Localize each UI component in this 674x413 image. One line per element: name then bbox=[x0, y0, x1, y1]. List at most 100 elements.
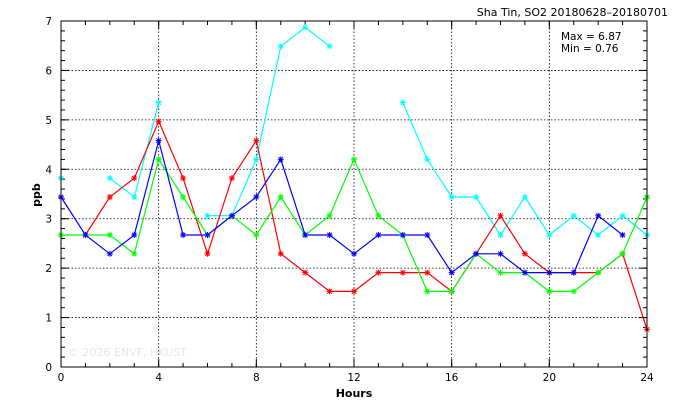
data-point bbox=[619, 212, 626, 219]
data-point bbox=[448, 288, 455, 295]
data-point bbox=[326, 212, 333, 219]
data-point bbox=[546, 288, 553, 295]
min-value-label: Min = 0.76 bbox=[561, 43, 619, 55]
x-tick-label: 8 bbox=[253, 372, 260, 384]
chart-title: Sha Tin, SO2 20180628–20180701 bbox=[477, 6, 668, 19]
data-point bbox=[448, 193, 455, 200]
series-line bbox=[84, 119, 648, 330]
x-tick-label: 0 bbox=[58, 372, 65, 384]
series-line bbox=[207, 26, 330, 217]
y-tick-label: 1 bbox=[45, 313, 52, 325]
series-2 bbox=[82, 118, 650, 333]
data-point bbox=[595, 212, 602, 219]
data-point bbox=[155, 137, 162, 144]
data-point bbox=[106, 193, 113, 200]
data-point bbox=[326, 288, 333, 295]
data-point bbox=[82, 232, 89, 239]
data-point bbox=[448, 269, 455, 276]
data-point bbox=[424, 156, 431, 163]
plot-area bbox=[58, 20, 650, 368]
data-point bbox=[277, 193, 284, 200]
data-point bbox=[131, 193, 138, 200]
y-tick-label: 0 bbox=[45, 362, 52, 374]
data-point bbox=[204, 232, 211, 239]
y-axis-label: ppb bbox=[30, 183, 43, 207]
data-point bbox=[424, 288, 431, 295]
data-point bbox=[302, 24, 309, 31]
data-point bbox=[155, 118, 162, 125]
x-tick-label: 20 bbox=[543, 372, 556, 384]
data-point bbox=[521, 250, 528, 257]
data-point bbox=[351, 156, 357, 163]
data-point bbox=[619, 250, 626, 257]
data-point bbox=[228, 175, 235, 182]
series-1 bbox=[58, 24, 650, 239]
y-tick-label: 5 bbox=[45, 115, 52, 127]
data-point bbox=[180, 193, 187, 200]
data-point bbox=[473, 193, 480, 200]
data-point bbox=[253, 137, 260, 144]
data-point bbox=[131, 232, 138, 239]
data-point bbox=[497, 232, 504, 239]
series-line bbox=[109, 102, 160, 199]
data-point bbox=[204, 250, 211, 257]
data-point bbox=[399, 269, 406, 276]
data-point bbox=[546, 232, 553, 239]
data-point bbox=[546, 269, 553, 276]
data-point bbox=[180, 175, 187, 182]
data-point bbox=[497, 212, 504, 219]
data-point bbox=[351, 250, 357, 257]
data-point bbox=[155, 156, 162, 163]
data-point bbox=[521, 269, 528, 276]
x-tick-label: 12 bbox=[347, 372, 360, 384]
data-point bbox=[106, 175, 113, 182]
data-point bbox=[375, 212, 382, 219]
data-point bbox=[277, 250, 284, 257]
data-point bbox=[326, 232, 333, 239]
series-line bbox=[402, 102, 648, 237]
watermark: © 2026 ENVF, HKUST bbox=[68, 346, 187, 359]
plot-frame bbox=[60, 20, 648, 368]
data-point bbox=[253, 232, 260, 239]
data-point bbox=[595, 269, 602, 276]
x-tick-label: 4 bbox=[155, 372, 162, 384]
x-tick-label: 24 bbox=[640, 372, 654, 384]
data-point bbox=[326, 43, 333, 50]
data-point bbox=[204, 212, 211, 219]
data-point bbox=[497, 269, 504, 276]
y-tick-label: 6 bbox=[45, 65, 52, 77]
data-point bbox=[375, 232, 382, 239]
data-point bbox=[570, 212, 577, 219]
y-tick-label: 7 bbox=[45, 16, 52, 28]
data-point bbox=[399, 232, 406, 239]
data-point bbox=[106, 250, 113, 257]
y-tick-label: 4 bbox=[45, 164, 52, 176]
data-point bbox=[570, 288, 577, 295]
series-4 bbox=[58, 137, 626, 276]
data-point bbox=[595, 232, 602, 239]
data-point bbox=[497, 250, 504, 257]
x-axis-label: Hours bbox=[336, 387, 373, 400]
data-point bbox=[253, 193, 260, 200]
data-point bbox=[302, 232, 309, 239]
data-point bbox=[619, 232, 626, 239]
data-point bbox=[399, 99, 406, 106]
data-point bbox=[106, 232, 113, 239]
data-point bbox=[521, 193, 528, 200]
data-point bbox=[473, 250, 480, 257]
data-point bbox=[277, 156, 284, 163]
data-point bbox=[228, 212, 235, 219]
data-point bbox=[375, 269, 382, 276]
data-point bbox=[253, 156, 260, 163]
data-point bbox=[351, 288, 357, 295]
data-point bbox=[131, 250, 138, 257]
x-tick-label: 16 bbox=[445, 372, 459, 384]
data-point bbox=[424, 232, 431, 239]
data-point bbox=[424, 269, 431, 276]
series-line bbox=[60, 138, 623, 274]
y-tick-label: 3 bbox=[45, 214, 52, 226]
data-point bbox=[570, 269, 577, 276]
data-point bbox=[155, 99, 162, 106]
